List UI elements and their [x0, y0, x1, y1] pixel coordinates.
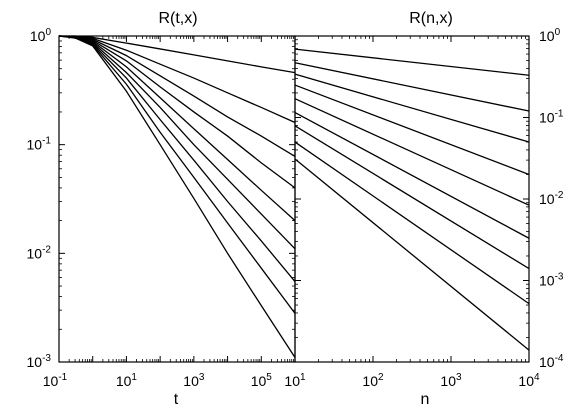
left-series-line-7: [58, 35, 296, 282]
right-series-line-9: [294, 158, 530, 351]
right-x-ticks: 101 102 103 104: [284, 36, 540, 389]
left-y-tick-label: 10-1: [27, 136, 52, 153]
right-y-tick-label: 10-3: [539, 272, 564, 289]
right-y-tick-label: 100: [539, 27, 561, 44]
left-x-tick-label: 101: [116, 372, 138, 389]
right-x-tick-label: 104: [518, 372, 540, 389]
right-series-line-2: [294, 62, 530, 112]
left-x-tick-label: 105: [251, 372, 273, 389]
right-y-tick-label: 10-4: [539, 353, 564, 370]
left-series-line-5: [58, 35, 296, 222]
right-series-group: [294, 48, 530, 351]
right-series-line-7: [294, 125, 530, 270]
right-x-tick-label: 101: [284, 372, 306, 389]
left-x-tick-label: 103: [183, 372, 205, 389]
right-y-tick-label: 10-2: [539, 190, 564, 207]
left-x-tick-label: 10-1: [43, 372, 68, 389]
right-x-tick-label: 103: [440, 372, 462, 389]
left-series-line-6: [58, 35, 296, 250]
left-y-ticks: 10-3 10-2 10-1 100: [27, 27, 295, 370]
left-series-line-9: [58, 35, 296, 358]
right-series-line-4: [294, 84, 530, 176]
right-series-line-6: [294, 111, 530, 239]
left-x-axis-label: t: [174, 391, 179, 408]
right-y-tick-label: 10-1: [539, 109, 564, 126]
right-x-axis-label: n: [421, 391, 430, 408]
right-series-line-1: [294, 48, 530, 76]
right-chart-title: R(n,x): [409, 10, 453, 27]
left-chart-title: R(t,x): [158, 10, 197, 27]
left-y-tick-label: 10-3: [27, 353, 52, 370]
right-series-line-3: [294, 73, 530, 143]
panel-left: R(t,x) 10-1 101 103 105 10-3 10-2 10-1 100 t: [27, 10, 296, 408]
left-series-line-4: [58, 35, 296, 189]
left-y-tick-label: 10-2: [27, 244, 52, 261]
right-y-ticks: 10-4 10-3 10-2 10-1 100: [295, 27, 564, 370]
right-series-line-8: [294, 141, 530, 305]
left-series-group: [58, 35, 296, 358]
right-x-tick-label: 102: [362, 372, 384, 389]
left-series-line-3: [58, 35, 296, 157]
right-plot-frame: [294, 35, 530, 363]
right-series-line-5: [294, 98, 530, 206]
left-plot-frame: [58, 35, 296, 363]
left-x-ticks: 10-1 101 103 105: [43, 36, 296, 389]
left-y-tick-label: 100: [30, 27, 52, 44]
left-series-line-8: [58, 35, 296, 314]
panel-right: R(n,x) 101 102 103 104 10-410-310-210-1100 …: [284, 10, 563, 408]
